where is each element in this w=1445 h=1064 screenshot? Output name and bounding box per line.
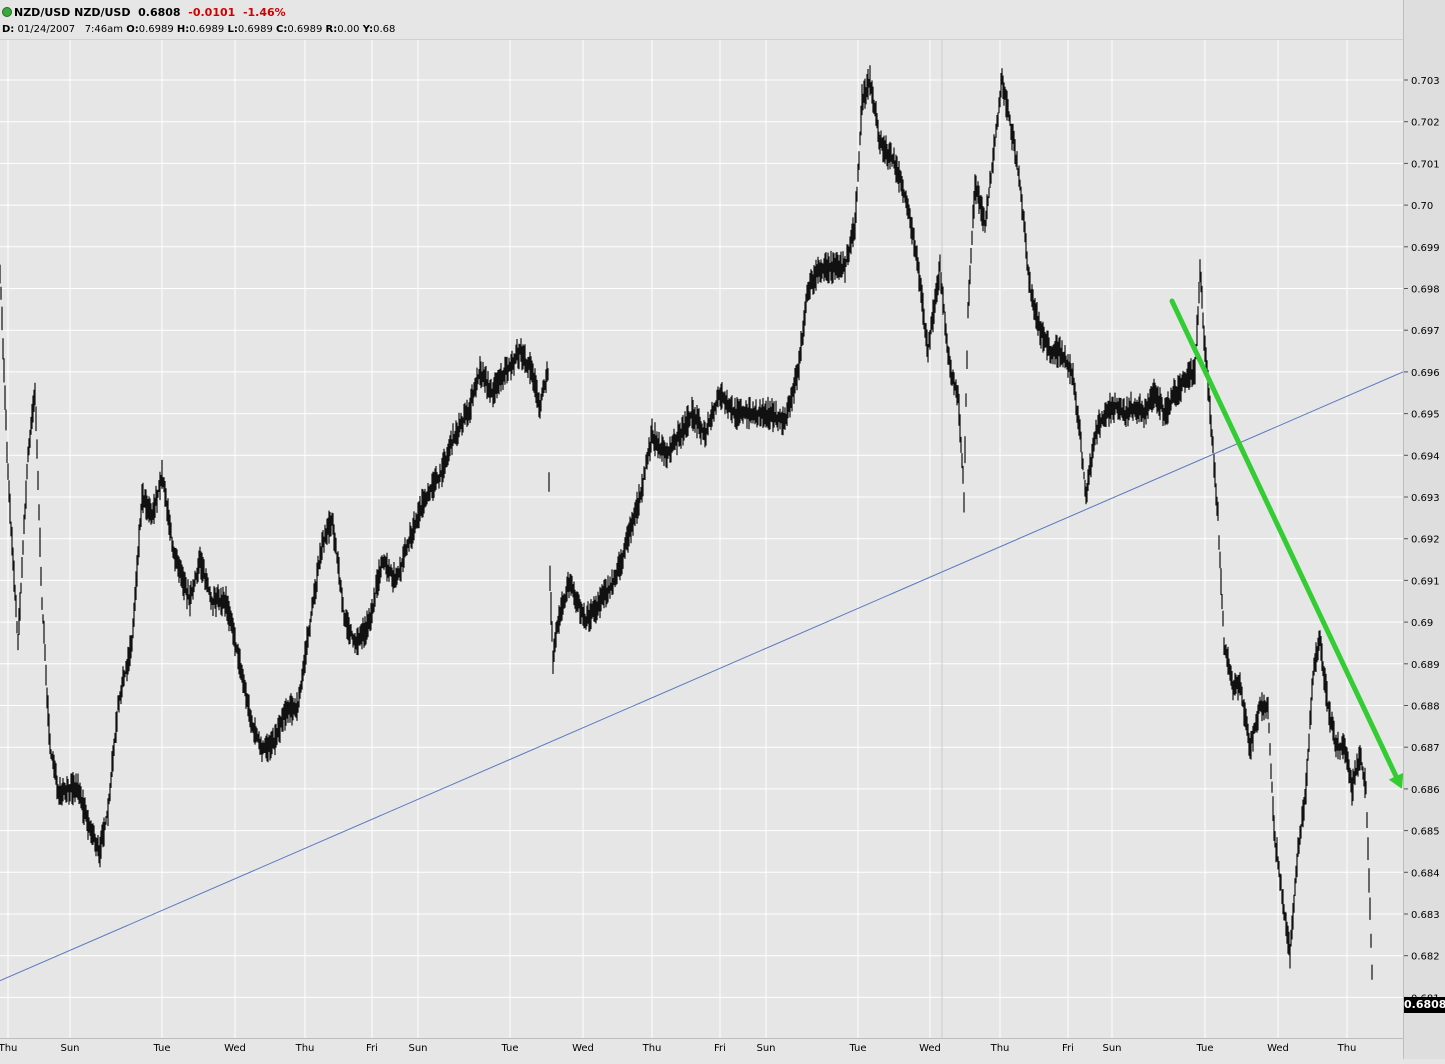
change-label: -0.0101 bbox=[188, 6, 236, 19]
x-tick-label: Tue bbox=[152, 1043, 170, 1054]
range-value: 0.00 bbox=[337, 24, 360, 35]
y-tick-label: 0.691 bbox=[1411, 576, 1440, 587]
y-tick-label: 0.695 bbox=[1411, 410, 1440, 421]
y-tick-label: 0.687 bbox=[1411, 743, 1440, 754]
x-tick-label: Sun bbox=[756, 1043, 775, 1054]
x-tick-label: Wed bbox=[224, 1043, 246, 1054]
status-dot-icon bbox=[2, 7, 12, 17]
y-tick-label: 0.70 bbox=[1411, 201, 1433, 212]
x-tick-label: Fri bbox=[366, 1043, 378, 1054]
close-key: C: bbox=[276, 24, 288, 35]
x-tick-label: Thu bbox=[295, 1043, 315, 1054]
y-tick-label: 0.682 bbox=[1411, 952, 1440, 963]
x-tick-label: Tue bbox=[500, 1043, 518, 1054]
time-axis[interactable]: Thu Sun Tue Wed Thu Fri Sun Tue Wed Thu Fri Sun Tue W… bbox=[0, 1038, 1403, 1060]
downtrend-arrow-shaft bbox=[1169, 298, 1399, 779]
date-key: D: bbox=[2, 24, 15, 35]
y-tick-label: 0.69 bbox=[1411, 618, 1433, 629]
price-series bbox=[0, 65, 1373, 980]
x-tick-label: Sun bbox=[1102, 1043, 1121, 1054]
x-tick-label: Wed bbox=[572, 1043, 594, 1054]
open-value: 0.6989 bbox=[138, 24, 174, 35]
x-tick-label: Thu bbox=[1337, 1043, 1357, 1054]
date-value: 01/24/2007 bbox=[17, 24, 76, 35]
x-tick-label: Thu bbox=[0, 1043, 17, 1054]
y-tick-label: 0.688 bbox=[1411, 702, 1440, 713]
last-price-tag: 0.6808 bbox=[1404, 997, 1445, 1013]
x-tick-label: Tue bbox=[848, 1043, 866, 1054]
y-tick-label: 0.686 bbox=[1411, 785, 1440, 796]
x-tick-label: Wed bbox=[1267, 1043, 1289, 1054]
open-key: O: bbox=[126, 24, 139, 35]
downtrend-arrow-head bbox=[1388, 772, 1403, 789]
ohlc-line: D: 01/24/2007 7:46am O:0.6989 H:0.6989 L… bbox=[2, 24, 395, 35]
x-tick-label: Sun bbox=[60, 1043, 79, 1054]
y-tick-label: 0.696 bbox=[1411, 368, 1440, 379]
trendline bbox=[0, 371, 1403, 982]
chart-header: NZD/USD NZD/USD 0.6808 -0.0101 -1.46% D:… bbox=[0, 0, 1403, 40]
low-key: L: bbox=[227, 24, 238, 35]
y-tick-label: 0.699 bbox=[1411, 243, 1440, 254]
price-axis-ticks: 0.703 0.702 0.701 0.70 0.699 0.698 0.697 0.696 0… bbox=[1404, 76, 1440, 1004]
y-tick-label: 0.693 bbox=[1411, 493, 1440, 504]
y-tick-label: 0.685 bbox=[1411, 827, 1440, 838]
symbol-label: NZD/USD NZD/USD bbox=[14, 6, 131, 19]
y-tick-label: 0.702 bbox=[1411, 118, 1440, 129]
y-key: Y: bbox=[362, 24, 374, 35]
price-axis[interactable]: 0.703 0.702 0.701 0.70 0.699 0.698 0.697 0.696 0… bbox=[1403, 0, 1445, 1059]
y-tick-label: 0.698 bbox=[1411, 285, 1440, 296]
low-value: 0.6989 bbox=[237, 24, 273, 35]
y-tick-label: 0.703 bbox=[1411, 76, 1440, 87]
x-tick-label: Thu bbox=[990, 1043, 1010, 1054]
last-price-label: 0.6808 bbox=[138, 6, 181, 19]
time-value: 7:46am bbox=[84, 24, 124, 35]
y-tick-label: 0.683 bbox=[1411, 910, 1440, 921]
close-value: 0.6989 bbox=[287, 24, 323, 35]
high-key: H: bbox=[176, 24, 190, 35]
y-tick-label: 0.697 bbox=[1411, 326, 1440, 337]
x-tick-label: Wed bbox=[919, 1043, 941, 1054]
high-value: 0.6989 bbox=[189, 24, 225, 35]
x-tick-label: Fri bbox=[1062, 1043, 1074, 1054]
y-tick-label: 0.692 bbox=[1411, 535, 1440, 546]
time-axis-ticks: Thu Sun Tue Wed Thu Fri Sun Tue Wed Thu Fri Sun Tue W… bbox=[0, 1043, 1357, 1054]
y-tick-label: 0.701 bbox=[1411, 159, 1440, 170]
x-tick-label: Sun bbox=[408, 1043, 427, 1054]
y-tick-label: 0.684 bbox=[1411, 868, 1440, 879]
range-key: R: bbox=[325, 24, 338, 35]
y-tick-label: 0.694 bbox=[1411, 451, 1440, 462]
y-value: 0.68 bbox=[373, 24, 396, 35]
x-tick-label: Fri bbox=[714, 1043, 726, 1054]
y-tick-label: 0.689 bbox=[1411, 660, 1440, 671]
price-chart[interactable] bbox=[0, 40, 1403, 1038]
x-tick-label: Tue bbox=[1195, 1043, 1213, 1054]
change-pct-label: -1.46% bbox=[242, 6, 286, 19]
quote-line: NZD/USD NZD/USD 0.6808 -0.0101 -1.46% bbox=[2, 6, 286, 19]
x-tick-label: Thu bbox=[642, 1043, 662, 1054]
